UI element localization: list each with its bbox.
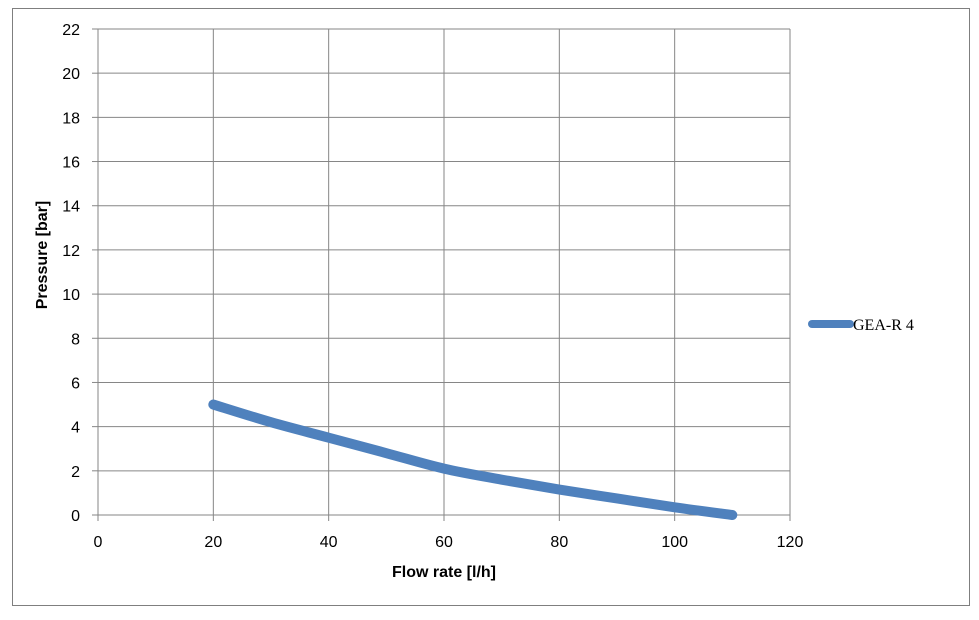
y-tick-label: 8: [71, 331, 80, 348]
y-tick-label: 2: [71, 464, 80, 481]
series: [208, 399, 738, 520]
y-tick-label: 4: [71, 420, 80, 437]
x-tick-label: 80: [550, 534, 568, 551]
legend-label-gea-r-4: GEA-R 4: [853, 317, 914, 334]
y-tick-label: 10: [62, 287, 80, 304]
axes: [92, 28, 791, 521]
y-tick-label: 18: [62, 110, 80, 127]
x-tick-label: 20: [204, 534, 222, 551]
y-tick-labels: 0 2 4 6 8 10 12 14 16 18 20 22: [62, 22, 80, 525]
x-tick-label: 120: [777, 534, 804, 551]
x-axis-title: Flow rate [l/h]: [392, 564, 496, 581]
y-tick-label: 14: [62, 199, 80, 216]
legend: GEA-R 4: [808, 317, 914, 334]
series-line-0: [208, 399, 738, 520]
y-tick-label: 12: [62, 243, 80, 260]
x-tick-label: 60: [435, 534, 453, 551]
gridlines: [98, 28, 791, 515]
x-tick-label: 100: [661, 534, 688, 551]
x-tick-label: 0: [94, 534, 103, 551]
y-tick-label: 6: [71, 375, 80, 392]
x-tick-label: 40: [320, 534, 338, 551]
chart-frame: [12, 8, 970, 606]
x-tick-labels: 0 20 40 60 80 100 120: [94, 534, 804, 551]
y-axis-title: Pressure [bar]: [34, 201, 51, 310]
y-tick-label: 0: [71, 508, 80, 525]
y-tick-label: 20: [62, 66, 80, 83]
y-tick-label: 22: [62, 22, 80, 39]
y-tick-label: 16: [62, 155, 80, 172]
